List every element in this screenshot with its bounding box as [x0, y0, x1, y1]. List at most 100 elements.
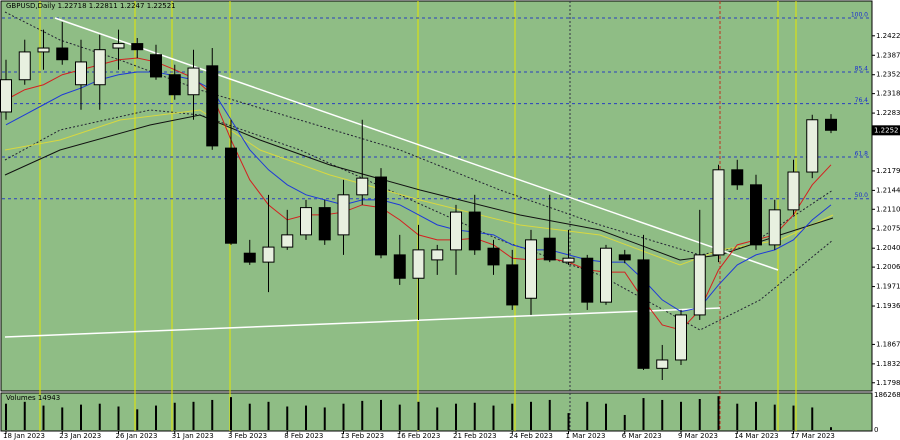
candle-body	[750, 184, 762, 246]
candle-body	[131, 43, 144, 51]
volume-last: 14943	[38, 394, 60, 402]
candle-body	[825, 118, 837, 131]
candle-body	[206, 65, 219, 147]
candle-body	[618, 254, 631, 261]
y-tick-label: 1.1867	[876, 340, 900, 348]
candle-body	[225, 147, 237, 244]
volume-title: Volumes 14943	[6, 394, 60, 402]
candle-body	[768, 209, 781, 246]
fib-label: 100.0	[851, 12, 868, 19]
candle-body	[487, 247, 500, 266]
x-tick-label: 21 Feb 2023	[453, 432, 497, 440]
x-tick-label: 17 Mar 2023	[791, 432, 835, 440]
low: 1.2247	[120, 2, 145, 10]
x-tick-label: 8 Feb 2023	[284, 432, 323, 440]
candle-body	[731, 169, 744, 186]
chart-header: GBPUSD,Daily 1.22718 1.22811 1.2247 1.22…	[6, 2, 176, 10]
candle-body	[300, 207, 312, 236]
candle-body	[412, 249, 425, 279]
y-tick-label: 1.2144	[876, 186, 900, 194]
candle-body	[525, 239, 537, 299]
last-price-box	[872, 125, 900, 136]
candle-body	[150, 54, 162, 78]
bollinger-lower	[4, 109, 834, 331]
x-tick-label: 26 Jan 2023	[116, 432, 158, 440]
y-tick-label: 1.1798	[876, 379, 900, 387]
y-tick-label: 1.2422	[876, 32, 900, 40]
candle-body	[375, 176, 387, 256]
x-tick-label: 18 Jan 2023	[3, 432, 45, 440]
trend-line	[54, 17, 779, 271]
fib-label: 50.0	[855, 192, 869, 199]
candle-body	[562, 257, 575, 263]
x-tick-label: 1 Mar 2023	[566, 432, 606, 440]
candle-body	[281, 234, 294, 248]
y-tick-label: 1.2352	[876, 71, 900, 79]
candle-body	[0, 79, 12, 113]
candle-body	[506, 264, 519, 306]
candle-body	[656, 359, 669, 369]
y-tick-label: 1.2075	[876, 225, 900, 233]
x-tick-label: 23 Jan 2023	[59, 432, 101, 440]
y-tick-label: 1.2283	[876, 109, 900, 117]
y-tick-label: 1.2179	[876, 167, 900, 175]
candle-body	[18, 51, 31, 81]
candle-body	[168, 74, 181, 96]
x-tick-label: 24 Feb 2023	[509, 432, 553, 440]
symbol: GBPUSD,Daily	[6, 2, 55, 10]
y-tick-label: 1.2110	[876, 205, 900, 213]
high: 1.22811	[89, 2, 118, 10]
candle-body	[356, 177, 369, 196]
candle-body	[543, 237, 556, 261]
x-tick-label: 31 Jan 2023	[172, 432, 214, 440]
volume-tick-label: 186268	[874, 391, 900, 399]
candle-body	[806, 119, 819, 173]
fib-label: 85.4	[855, 65, 869, 72]
y-tick-label: 1.1971	[876, 283, 900, 291]
y-tick-label: 1.1936	[876, 302, 900, 310]
y-tick-label: 1.2006	[876, 263, 900, 271]
y-tick-label: 1.2318	[876, 90, 900, 98]
candle-body	[262, 246, 275, 263]
candle-body	[787, 171, 800, 211]
last-price-label: 1.2252	[874, 126, 899, 134]
candle-body	[56, 47, 69, 61]
x-tick-label: 3 Feb 2023	[228, 432, 267, 440]
x-tick-label: 16 Feb 2023	[397, 432, 441, 440]
candle-body	[637, 259, 650, 369]
x-tick-label: 9 Mar 2023	[678, 432, 718, 440]
open: 1.22718	[58, 2, 87, 10]
candle-body	[243, 252, 256, 263]
y-tick-label: 1.1832	[876, 360, 900, 368]
candle-body	[75, 61, 87, 86]
candle-body	[337, 194, 350, 236]
candle-body	[675, 314, 687, 361]
candle-body	[712, 169, 725, 256]
candle-body	[37, 47, 50, 53]
candle-body	[693, 254, 706, 316]
x-tick-label: 14 Mar 2023	[734, 432, 778, 440]
moving-average	[5, 71, 832, 313]
x-tick-label: 13 Feb 2023	[341, 432, 385, 440]
candle-body	[112, 43, 125, 49]
candle-body	[600, 247, 612, 303]
y-tick-label: 1.2387	[876, 51, 900, 59]
trend-line	[4, 307, 721, 338]
candle-body	[318, 207, 331, 241]
volume-title-text: Volumes	[6, 394, 36, 402]
candle-body	[431, 249, 444, 261]
candle-body	[393, 254, 406, 279]
y-tick-label: 1.2040	[876, 244, 900, 252]
candle-body	[468, 211, 481, 251]
candle-body	[93, 49, 106, 86]
close: 1.22521	[147, 2, 176, 10]
fib-label: 61.8	[855, 151, 869, 158]
x-tick-label: 6 Mar 2023	[622, 432, 662, 440]
volume-tick-label: 0	[874, 426, 878, 434]
fib-label: 76.4	[855, 97, 869, 104]
price-pane	[0, 0, 873, 392]
candle-body	[187, 67, 200, 96]
candle-body	[450, 211, 462, 251]
